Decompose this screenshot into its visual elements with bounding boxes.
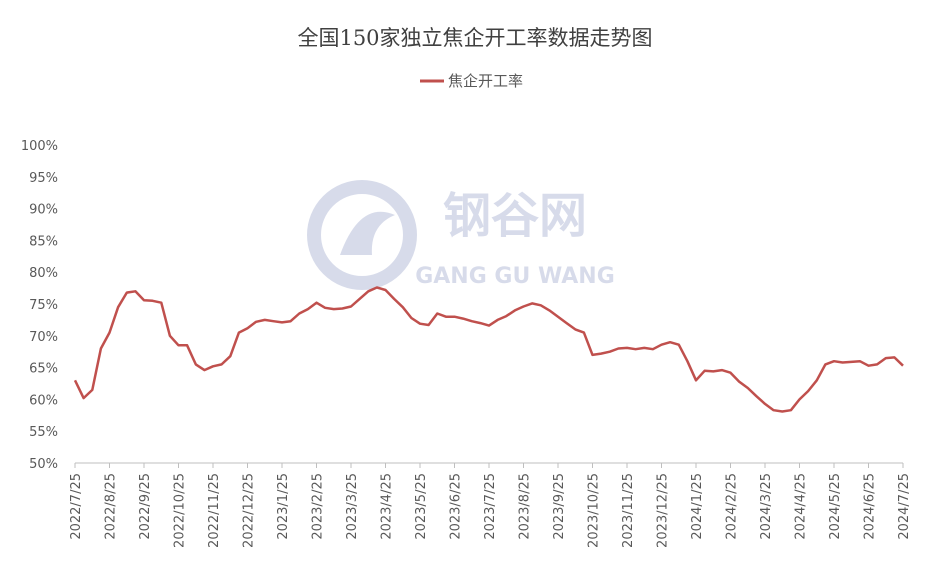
x-tick-label: 2022/7/25 — [69, 473, 84, 540]
x-tick-label: 2023/2/25 — [311, 473, 326, 540]
watermark-logo — [307, 180, 417, 290]
x-tick-label: 2024/7/25 — [897, 473, 912, 540]
legend-label: 焦企开工率 — [448, 72, 523, 90]
x-tick-label: 2022/12/25 — [242, 473, 257, 548]
watermark-text: 钢谷网 — [443, 188, 587, 244]
x-tick-label: 2023/11/25 — [621, 473, 636, 548]
x-tick-label: 2023/8/25 — [518, 473, 533, 540]
x-tick-label: 2023/6/25 — [449, 473, 464, 540]
x-tick-label: 2022/8/25 — [104, 473, 119, 540]
x-tick-label: 2024/1/25 — [690, 473, 705, 540]
x-tick-label: 2022/11/25 — [207, 473, 222, 548]
x-tick-label: 2023/1/25 — [276, 473, 291, 540]
y-tick-label: 75% — [29, 298, 58, 313]
y-tick-label: 85% — [29, 234, 58, 249]
x-tick-label: 2024/4/25 — [794, 473, 809, 540]
x-tick-label: 2022/10/25 — [173, 473, 188, 548]
x-tick-label: 2023/3/25 — [345, 473, 360, 540]
y-tick-label: 95% — [29, 171, 58, 186]
x-tick-label: 2024/3/25 — [759, 473, 774, 540]
x-tick-label: 2024/5/25 — [828, 473, 843, 540]
x-tick-label: 2023/5/25 — [414, 473, 429, 540]
y-tick-label: 60% — [29, 393, 58, 408]
y-tick-label: 100% — [21, 139, 58, 154]
chart-title: 全国150家独立焦企开工率数据走势图 — [297, 26, 652, 50]
y-tick-label: 55% — [29, 425, 58, 440]
x-tick-label: 2024/2/25 — [725, 473, 740, 540]
y-tick-label: 65% — [29, 362, 58, 377]
y-tick-label: 70% — [29, 330, 58, 345]
y-tick-label: 50% — [29, 457, 58, 472]
watermark-subtext: GANG GU WANG — [415, 264, 615, 289]
series-line — [73, 286, 904, 413]
x-tick-label: 2023/4/25 — [380, 473, 395, 540]
x-tick-label: 2023/7/25 — [483, 473, 498, 540]
x-tick-label: 2023/12/25 — [656, 473, 671, 548]
y-tick-label: 90% — [29, 203, 58, 218]
x-tick-label: 2024/6/25 — [863, 473, 878, 540]
x-tick-label: 2022/9/25 — [138, 473, 153, 540]
x-tick-label: 2023/10/25 — [587, 473, 602, 548]
x-tick-label: 2023/9/25 — [552, 473, 567, 540]
y-tick-label: 80% — [29, 266, 58, 281]
